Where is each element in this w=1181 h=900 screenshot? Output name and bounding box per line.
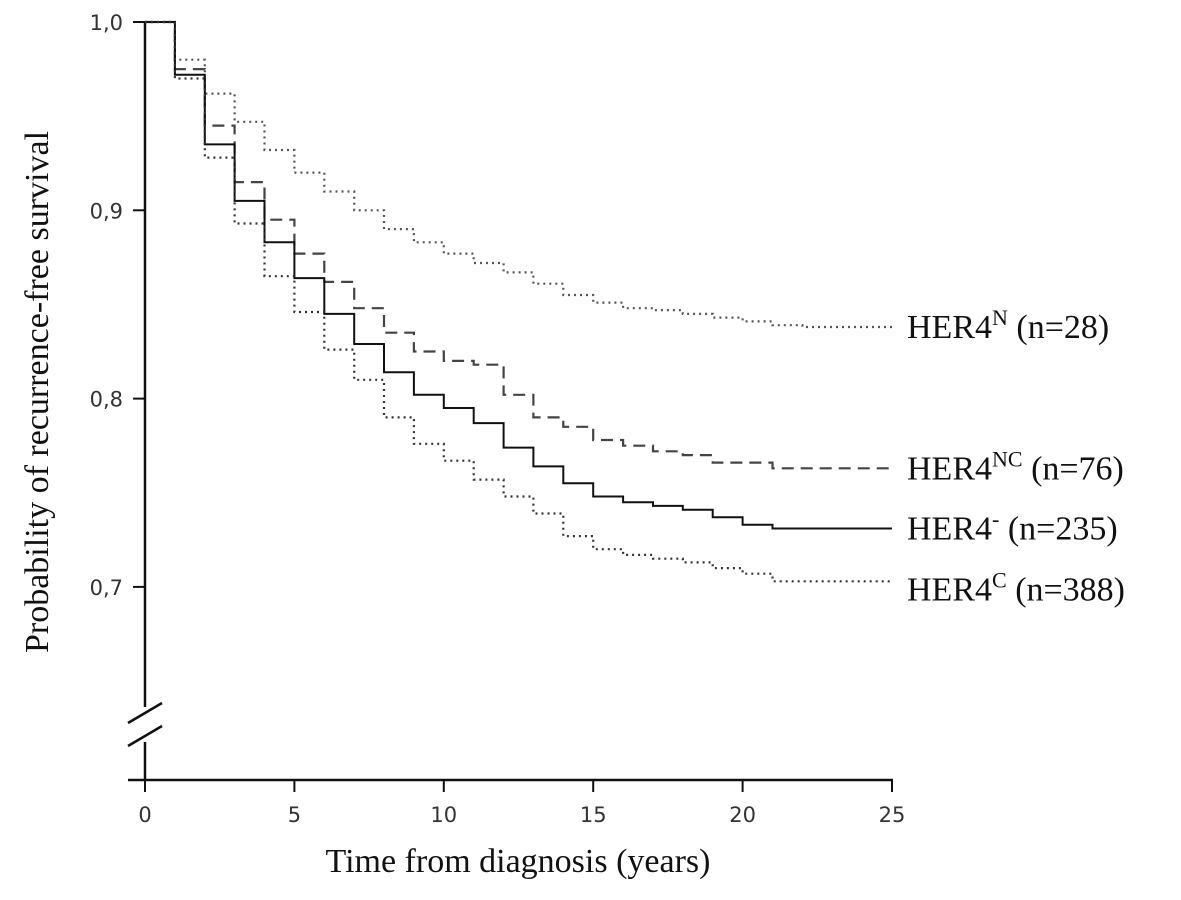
- series-line: [145, 21, 892, 530]
- x-tick-label: 15: [580, 803, 607, 827]
- y-tick-label: 1,0: [90, 11, 123, 35]
- y-tick-label: 0,7: [90, 576, 123, 600]
- x-tick-label: 20: [729, 803, 756, 827]
- series-name: HER4: [907, 511, 992, 548]
- series-line: [145, 20, 892, 470]
- series-name: HER4: [907, 309, 992, 346]
- series-superscript: NC: [992, 446, 1023, 471]
- series-labels: HER4N (n=28)HER4NC (n=76)HER4- (n=235)HE…: [907, 305, 1125, 608]
- axis-break-mark-upper: [127, 701, 163, 725]
- series-label: HER4- (n=235): [907, 507, 1118, 548]
- x-tick-label: 10: [430, 803, 457, 827]
- y-tick-label: 0,9: [90, 199, 123, 223]
- series-name: HER4: [907, 450, 992, 487]
- x-tick-label: 0: [138, 803, 151, 827]
- x-tick-label: 25: [879, 803, 906, 827]
- series-line: [145, 20, 892, 329]
- x-axis-title: Time from diagnosis (years): [326, 843, 711, 880]
- x-tick-label: 5: [288, 803, 301, 827]
- series-count: (n=28): [1008, 309, 1109, 346]
- series-count: (n=76): [1023, 450, 1124, 487]
- series-superscript: -: [992, 507, 999, 532]
- x-ticks: 0 5 10 15 20 25: [138, 780, 905, 827]
- series-count: (n=388): [1007, 571, 1125, 608]
- series-label: HER4NC (n=76): [907, 446, 1124, 487]
- series-name: HER4: [907, 571, 992, 608]
- y-ticks: 0,7 0,8 0,9 1,0: [90, 11, 145, 600]
- axis-break-mark-lower: [127, 724, 163, 748]
- series-superscript: N: [992, 305, 1008, 330]
- series-count: (n=235): [999, 511, 1117, 548]
- series-label: HER4C (n=388): [907, 567, 1125, 608]
- y-tick-label: 0,8: [90, 388, 123, 412]
- series-line: [145, 20, 892, 583]
- series-lines: [145, 20, 892, 583]
- series-superscript: C: [992, 567, 1007, 592]
- y-axis-title: Probability of recurrence-free survival: [19, 131, 56, 653]
- series-label: HER4N (n=28): [907, 305, 1109, 346]
- axes: [127, 22, 893, 782]
